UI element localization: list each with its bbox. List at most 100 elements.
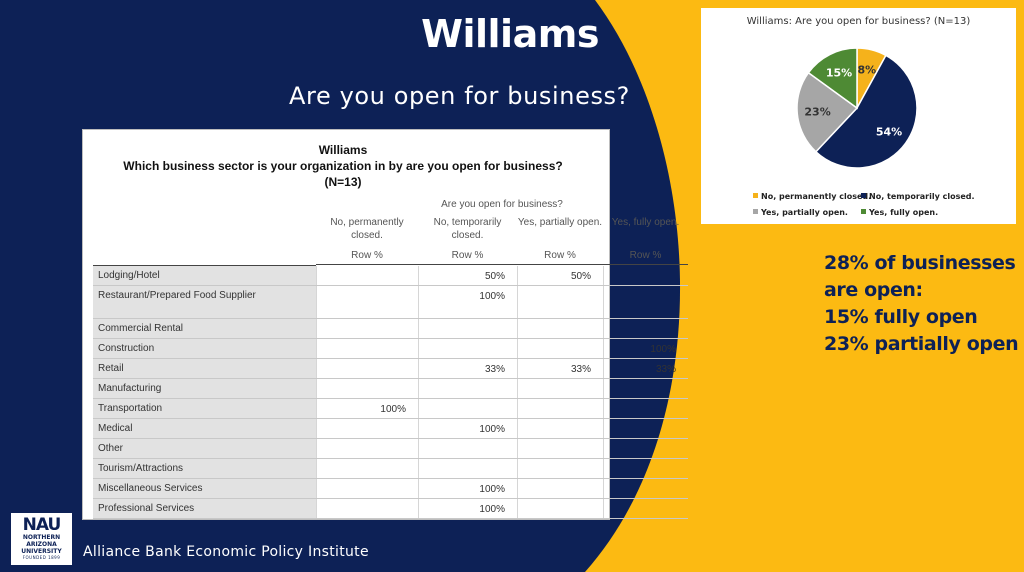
table-cell — [517, 319, 603, 338]
table-row: Tourism/Attractions — [93, 459, 688, 479]
table-row: Professional Services 100% — [93, 499, 688, 519]
table-cell — [316, 419, 418, 438]
legend-swatch — [861, 193, 866, 198]
logo-mark: NAU — [22, 515, 62, 535]
table-cell — [603, 499, 688, 518]
table-row: Other — [93, 439, 688, 459]
legend-item-temporarily-closed: No, temporarily closed. — [861, 192, 975, 201]
legend-item-permanently-closed: No, permanently closed. — [753, 192, 871, 201]
row-label: Construction — [93, 339, 316, 358]
table-cell — [603, 266, 688, 285]
table-cell: 50% — [517, 266, 603, 285]
table-cell: 100% — [603, 339, 688, 358]
row-label: Transportation — [93, 399, 316, 418]
table-cell: 33% — [603, 359, 688, 378]
table-cell — [603, 399, 688, 418]
table-cell — [517, 499, 603, 518]
pie-slice-partially-open — [796, 71, 859, 153]
pie-data-label: 54% — [876, 125, 902, 138]
legend-swatch — [753, 193, 758, 198]
pie-slice-fully-open — [807, 47, 858, 110]
table-cell — [418, 319, 517, 338]
pie-chart-title: Williams: Are you open for business? (N=… — [746, 16, 971, 27]
table-cell — [316, 359, 418, 378]
legend-item-partially-open: Yes, partially open. — [753, 208, 848, 217]
column-header-temporarily-closed: No, temporarily closed. Row % — [418, 216, 517, 265]
table-cell — [316, 499, 418, 518]
table-title: Williams Which business sector is your o… — [83, 142, 603, 190]
table-row: Construction 100% — [93, 339, 688, 359]
pie-data-label: 15% — [826, 67, 852, 80]
pie-data-label: 8% — [858, 64, 877, 77]
table-row: Commercial Rental — [93, 319, 688, 339]
table-cell — [517, 459, 603, 478]
table-cell — [603, 459, 688, 478]
table-cell — [316, 379, 418, 398]
table-cell — [418, 439, 517, 458]
table-cell — [316, 459, 418, 478]
table-cell — [316, 266, 418, 285]
table-cell — [603, 319, 688, 338]
column-header-sub: Row % — [351, 250, 383, 261]
table-cell — [316, 286, 418, 318]
logo-line: NORTHERN — [22, 534, 61, 541]
slide-subtitle: Are you open for business? — [289, 82, 630, 110]
table-cell: 100% — [418, 419, 517, 438]
row-label: Tourism/Attractions — [93, 459, 316, 478]
column-header-label: Yes, fully open. — [611, 217, 680, 228]
row-label: Other — [93, 439, 316, 458]
table-cell — [517, 379, 603, 398]
pie-data-label: 23% — [804, 106, 830, 119]
table-row: Lodging/Hotel 50% 50% — [93, 266, 688, 286]
table-cell — [603, 479, 688, 498]
pie-chart-panel: Williams: Are you open for business? (N=… — [701, 8, 1016, 224]
table-cell: 33% — [418, 359, 517, 378]
column-header-sub: Row % — [451, 250, 484, 261]
row-label: Professional Services — [93, 499, 316, 518]
table-cell — [316, 479, 418, 498]
table-cell — [517, 479, 603, 498]
legend-label: No, permanently closed. — [761, 192, 872, 201]
table-title-line-1: Williams — [318, 143, 368, 157]
row-label: Miscellaneous Services — [93, 479, 316, 498]
table-row: Transportation 100% — [93, 399, 688, 419]
table-row: Miscellaneous Services 100% — [93, 479, 688, 499]
table-cell: 33% — [517, 359, 603, 378]
nau-logo: NAU NORTHERN ARIZONA UNIVERSITY FOUNDED … — [11, 513, 72, 565]
table-cell: 100% — [418, 499, 517, 518]
column-header-label: No, permanently closed. — [330, 217, 404, 241]
legend-swatch — [753, 209, 758, 214]
column-header-sub: Row % — [629, 250, 662, 261]
footer-institute-name: Alliance Bank Economic Policy Institute — [83, 544, 369, 560]
logo-line: ARIZONA — [26, 541, 57, 548]
row-header-corner — [93, 199, 316, 266]
table-cell — [603, 286, 688, 318]
callout-line: are open: — [824, 279, 923, 301]
legend-label: Yes, fully open. — [869, 208, 939, 217]
legend-swatch — [861, 209, 866, 214]
row-label: Retail — [93, 359, 316, 378]
table-cell: 100% — [418, 479, 517, 498]
column-header-permanently-closed: No, permanently closed. Row % — [316, 216, 418, 265]
table-cell — [418, 379, 517, 398]
row-label: Commercial Rental — [93, 319, 316, 338]
column-header-label: Yes, partially open. — [517, 217, 603, 228]
table-row: Restaurant/Prepared Food Supplier 100% — [93, 286, 688, 319]
table-cell — [418, 339, 517, 358]
table-row: Retail 33% 33% 33% — [93, 359, 688, 379]
table-row: Manufacturing — [93, 379, 688, 399]
legend-label: No, temporarily closed. — [869, 192, 975, 201]
column-group-header: Are you open for business? — [441, 199, 563, 210]
table-cell — [603, 419, 688, 438]
table-cell — [517, 439, 603, 458]
callout-line: 15% fully open — [824, 306, 978, 328]
column-header-sub: Row % — [544, 250, 576, 261]
callout-line: 23% partially open — [824, 333, 1019, 355]
table-cell — [517, 419, 603, 438]
legend-label: Yes, partially open. — [761, 208, 848, 217]
row-label: Lodging/Hotel — [93, 266, 316, 285]
table-cell: 100% — [316, 399, 418, 418]
table-cell — [316, 439, 418, 458]
table-cell — [603, 379, 688, 398]
table-cell — [418, 459, 517, 478]
